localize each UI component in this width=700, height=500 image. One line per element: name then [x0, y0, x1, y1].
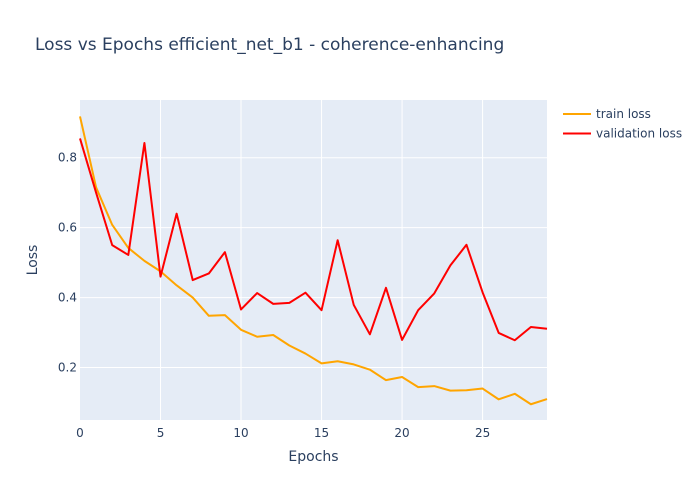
y-axis-ticks: 0.2 0.4 0.6 0.8 [58, 151, 77, 375]
chart-title: Loss vs Epochs efficient_net_b1 - cohere… [35, 35, 504, 55]
plot-area [80, 100, 547, 420]
y-tick-label: 0.2 [58, 361, 77, 375]
x-tick-label: 10 [233, 426, 248, 440]
series-line-validation-loss [79, 138, 548, 342]
x-tick-label: 20 [394, 426, 409, 440]
x-tick-label: 25 [475, 426, 490, 440]
y-tick-label: 0.6 [58, 221, 77, 235]
gridlines [80, 100, 547, 420]
series-line-train-loss [79, 116, 548, 406]
x-axis-title: Epochs [288, 449, 338, 465]
legend-label: train loss [596, 107, 651, 121]
x-axis-ticks: 0 5 10 15 20 25 [76, 426, 490, 440]
legend-label: validation loss [596, 127, 682, 141]
y-tick-label: 0.8 [58, 151, 77, 165]
x-tick-label: 5 [157, 426, 165, 440]
y-axis-title: Loss [25, 245, 41, 276]
x-tick-label: 15 [314, 426, 329, 440]
y-tick-label: 0.4 [58, 291, 77, 305]
series-layer [79, 116, 548, 406]
legend: train loss validation loss [563, 107, 682, 141]
x-tick-label: 0 [76, 426, 84, 440]
